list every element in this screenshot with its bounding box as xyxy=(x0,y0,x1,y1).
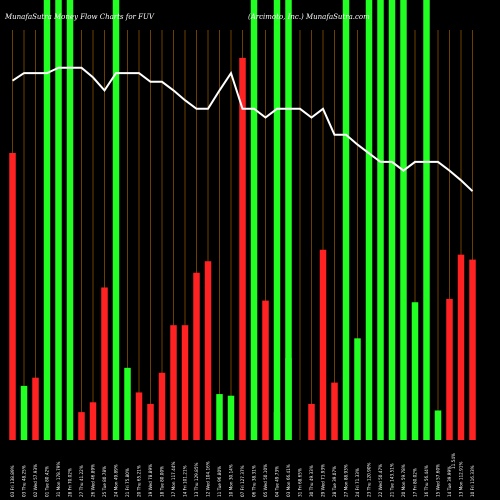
money-flow-bar xyxy=(273,412,281,440)
money-flow-bar xyxy=(434,410,442,440)
x-tick-label: 20 Thu 65.21% xyxy=(137,465,142,497)
money-flow-bar xyxy=(135,392,143,440)
money-flow-bar xyxy=(193,272,200,440)
x-tick-label: 14 Fri 101.21% xyxy=(183,465,188,497)
price-line xyxy=(11,66,474,192)
money-flow-bar xyxy=(204,261,212,440)
money-flow-bar xyxy=(181,325,189,440)
highlight-column xyxy=(377,0,384,440)
x-tick-label: 13 Mon 112.91% xyxy=(459,462,464,497)
x-tick-label: 02 Wed 57.93% xyxy=(33,464,38,497)
x-tick-label: 10 Fri 116.33% xyxy=(470,465,475,497)
highlight-column xyxy=(365,0,373,440)
x-tick-label: 01 Tue 80.42% xyxy=(45,466,50,497)
x-tick-label: 04 Tue 49.73% xyxy=(275,466,280,497)
x-tick-label: 27 Thu 41.22% xyxy=(79,465,84,497)
x-tick-label: 15 Wed 57.60% xyxy=(436,464,441,497)
highlight-column xyxy=(55,0,62,440)
x-tick-label: 07 Fri 127.37% xyxy=(240,465,245,497)
money-flow-bar xyxy=(319,249,327,440)
x-tick-label: 21 Tue 143.51% xyxy=(390,463,395,497)
x-tick-labels: 03 Fri 138.89% 03 Thu 48.25% 02 Wed 57.93%… xyxy=(10,453,475,497)
money-flow-bars xyxy=(9,57,476,440)
x-tick-label: 20 Mon 59.78% xyxy=(401,464,406,497)
highlight-column xyxy=(342,0,350,440)
x-tick-label: 26 Wed 46.89% xyxy=(91,464,96,497)
money-flow-bar xyxy=(216,394,223,440)
highlight-column xyxy=(285,0,292,440)
highlight-column xyxy=(66,0,74,440)
money-flow-bar xyxy=(411,302,419,440)
x-tick-label: 03 Mon 66.41% xyxy=(286,464,291,497)
x-tick-label: 27 Mon 88.93% xyxy=(344,464,349,497)
x-tick-label: 25 Tue 80.78% xyxy=(102,466,107,497)
x-tick-label: 17 Fri 80.02% xyxy=(413,468,418,497)
x-tick-label: 18 Tue 80.00% xyxy=(160,466,165,497)
money-flow-bar xyxy=(101,287,108,440)
x-tick-label: 11 Tue 96.80% xyxy=(217,466,222,497)
x-tick-label: 19 Wed 78.89% xyxy=(148,464,153,497)
money-flow-bar xyxy=(32,377,39,440)
x-tick-label: 22 Wed 50.47% xyxy=(378,464,383,497)
highlight-column xyxy=(112,0,120,440)
x-tick-label: 16 Thu 56.44% xyxy=(424,465,429,497)
money-flow-bar xyxy=(469,259,476,440)
money-flow-bar xyxy=(147,403,154,440)
chart-title-right: (Arcimoto, Inc.) MunafaSutra.com xyxy=(248,13,370,21)
x-tick-label: 31 Mon 178.79% xyxy=(56,462,61,497)
x-tick-label: 29 Wed 71.93% xyxy=(321,464,326,497)
x-tick-label: 28 Tue 39.07% xyxy=(332,466,337,497)
x-tick-label: 10 Mon 30.14% xyxy=(229,464,234,497)
money-flow-bar xyxy=(262,300,269,440)
x-tick-label: 28 Fri 70.02% xyxy=(68,468,73,497)
x-tick-label: 06 Thu 38.31% xyxy=(252,465,257,497)
highlight-column xyxy=(423,0,430,440)
highlight-column xyxy=(400,0,407,440)
x-tick-label: 24 Fri 71.33% xyxy=(355,468,360,497)
x-tick-label: 12 Wed 104.16% xyxy=(206,461,211,497)
money-flow-bar xyxy=(227,395,235,440)
money-flow-bar xyxy=(285,358,292,440)
money-flow-bar xyxy=(124,367,131,440)
money-flow-bar xyxy=(158,372,166,440)
x-tick-label: 30 Thu 49.33% xyxy=(309,465,314,497)
money-flow-bar xyxy=(457,254,465,440)
money-flow-bar xyxy=(446,298,453,440)
money-flow-bar xyxy=(170,325,177,440)
money-flow-bar xyxy=(20,385,28,440)
x-tick-label: 03 Thu 48.25% xyxy=(22,465,27,497)
x-tick-label: 23 Thu 120.90% xyxy=(367,462,372,497)
x-tick-label: 03 Fri 138.89% xyxy=(10,465,15,497)
x-tick-label: 31 Fri 68.65% xyxy=(298,468,303,497)
x-tick-label: 21 Fri 75.80% xyxy=(125,468,130,497)
money-flow-bar xyxy=(308,403,315,440)
money-flow-bar xyxy=(354,338,361,440)
money-flow-bar xyxy=(89,402,97,440)
highlight-column xyxy=(43,0,51,440)
x-tick-label: 14 Tue 39.99% xyxy=(447,466,452,497)
money-flow-bar xyxy=(9,153,16,440)
chart-title-left: MunafaSutra Money Flow Charts for FUV xyxy=(4,13,155,21)
x-tick-label: 05 Wed 50.10% xyxy=(263,464,268,497)
x-tick-label: 13 Thu 129.85% xyxy=(194,462,199,497)
money-flow-bar xyxy=(331,382,338,440)
x-tick-label: 24 Mon 49.89% xyxy=(114,464,119,497)
highlight-column xyxy=(273,0,281,440)
x-tick-label-extra: 11.54% xyxy=(451,453,456,469)
money-flow-bar xyxy=(78,412,85,440)
x-tick-label: 17 Mon 117.44% xyxy=(171,462,176,497)
highlight-column xyxy=(250,0,258,440)
highlight-columns xyxy=(43,0,430,440)
highlight-column xyxy=(388,0,396,440)
money-flow-bar xyxy=(239,57,246,440)
